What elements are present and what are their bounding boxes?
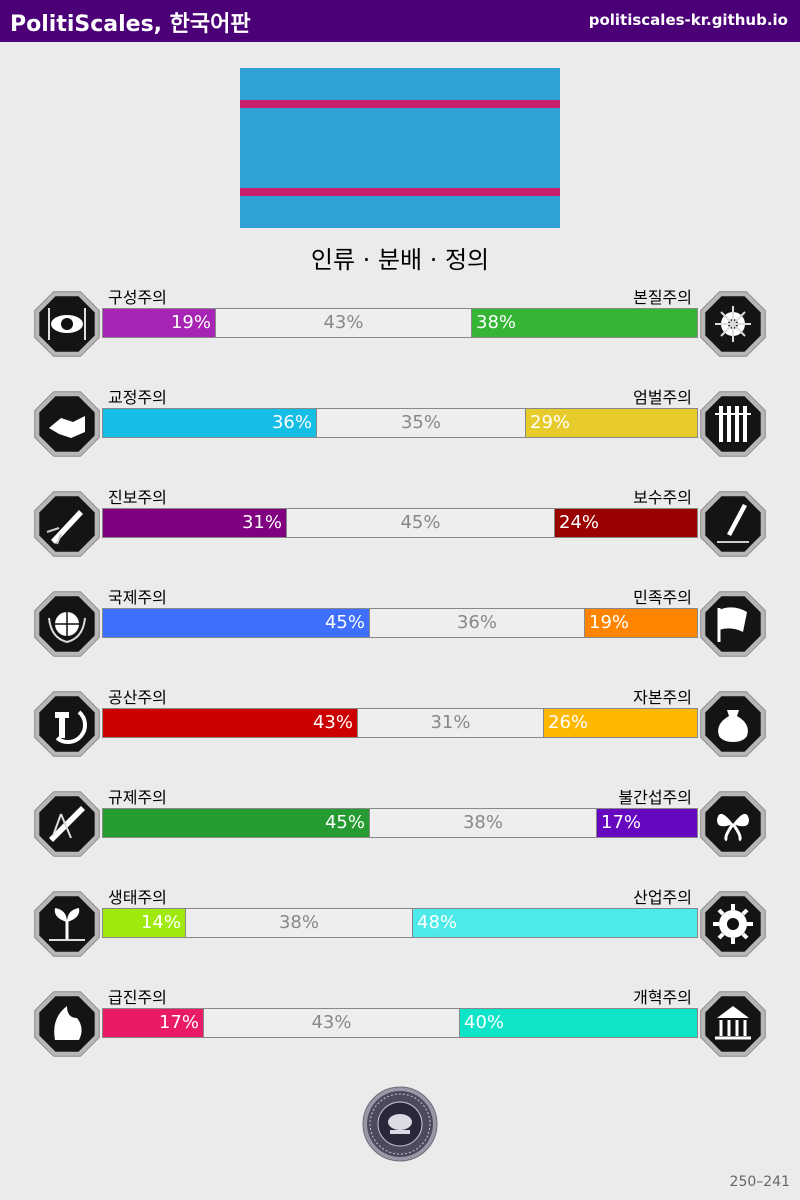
axis-row: 진보주의 보수주의 31% 45% 24% bbox=[0, 488, 800, 568]
axis-left-label: 규제주의 bbox=[108, 788, 167, 807]
axis-right-label: 불간섭주의 bbox=[618, 788, 692, 807]
axis-left-segment: 31% bbox=[103, 509, 287, 537]
axis-left-segment: 19% bbox=[103, 309, 216, 337]
axis-left-label: 생태주의 bbox=[108, 888, 167, 907]
axis-right-segment: 40% bbox=[459, 1009, 697, 1037]
axis-bar: 17% 43% 40% bbox=[102, 1008, 698, 1038]
axis-right-segment: 29% bbox=[525, 409, 697, 437]
money-bag-icon bbox=[700, 691, 766, 757]
result-code: 250–241 bbox=[729, 1174, 790, 1190]
axis-middle-segment: 36% bbox=[456, 612, 497, 633]
ideology-title: 인류 · 분배 · 정의 bbox=[310, 246, 490, 274]
axis-right-label: 자본주의 bbox=[633, 688, 692, 707]
axis-right-label: 민족주의 bbox=[633, 588, 692, 607]
axis-left-label: 공산주의 bbox=[108, 688, 167, 707]
axis-middle-segment: 31% bbox=[430, 712, 471, 733]
butterflies-icon bbox=[700, 791, 766, 857]
axis-right-segment: 38% bbox=[471, 309, 697, 337]
sprout-icon bbox=[34, 891, 100, 957]
gear-icon bbox=[700, 891, 766, 957]
axis-right-segment: 24% bbox=[554, 509, 697, 537]
axis-left-label: 급진주의 bbox=[108, 988, 167, 1007]
axis-bar: 43% 31% 26% bbox=[102, 708, 698, 738]
quill-pen-icon bbox=[700, 491, 766, 557]
axis-bar: 14% 38% 48% bbox=[102, 908, 698, 938]
axis-left-segment: 14% bbox=[103, 909, 186, 937]
axis-row: 공산주의 자본주의 43% 31% 26% bbox=[0, 688, 800, 768]
axis-right-segment: 48% bbox=[412, 909, 697, 937]
hammer-sickle-icon bbox=[34, 691, 100, 757]
app-header: PolitiScales, 한국어판 politiscales-kr.githu… bbox=[0, 0, 800, 42]
axis-right-label: 본질주의 bbox=[633, 288, 692, 307]
axis-left-segment: 45% bbox=[103, 809, 370, 837]
axis-row: 규제주의 불간섭주의 45% 38% 17% bbox=[0, 788, 800, 868]
axis-right-segment: 17% bbox=[596, 809, 697, 837]
eye-icon bbox=[34, 291, 100, 357]
axis-right-label: 개혁주의 bbox=[633, 988, 692, 1007]
axis-bar: 45% 38% 17% bbox=[102, 808, 698, 838]
axis-bar: 36% 35% 29% bbox=[102, 408, 698, 438]
handshake-icon bbox=[34, 391, 100, 457]
axis-bar: 45% 36% 19% bbox=[102, 608, 698, 638]
app-title: PolitiScales, 한국어판 bbox=[10, 12, 251, 37]
axis-left-segment: 43% bbox=[103, 709, 358, 737]
axis-row: 구성주의 본질주의 19% 43% 38% bbox=[0, 288, 800, 368]
axis-right-label: 산업주의 bbox=[633, 888, 692, 907]
axis-middle-segment: 38% bbox=[278, 912, 319, 933]
axis-middle-segment: 45% bbox=[400, 512, 441, 533]
axis-bar: 31% 45% 24% bbox=[102, 508, 698, 538]
axis-middle-segment: 43% bbox=[311, 1012, 352, 1033]
dna-flower-icon bbox=[700, 291, 766, 357]
axis-middle-segment: 35% bbox=[400, 412, 441, 433]
ideology-flag bbox=[240, 68, 560, 228]
flag-stripe-top bbox=[240, 100, 560, 108]
axis-left-label: 국제주의 bbox=[108, 588, 167, 607]
axis-right-label: 엄벌주의 bbox=[633, 388, 692, 407]
axis-right-label: 보수주의 bbox=[633, 488, 692, 507]
axis-left-label: 구성주의 bbox=[108, 288, 167, 307]
seal-icon bbox=[362, 1086, 438, 1162]
axis-row: 생태주의 산업주의 14% 38% 48% bbox=[0, 888, 800, 968]
axis-left-label: 진보주의 bbox=[108, 488, 167, 507]
globe-laurel-icon bbox=[34, 591, 100, 657]
axis-row: 급진주의 개혁주의 17% 43% 40% bbox=[0, 988, 800, 1068]
flag-icon bbox=[700, 591, 766, 657]
axis-left-segment: 36% bbox=[103, 409, 317, 437]
fist-flame-icon bbox=[34, 991, 100, 1057]
axis-bar: 19% 43% 38% bbox=[102, 308, 698, 338]
axis-right-segment: 19% bbox=[584, 609, 697, 637]
ruler-compass-icon bbox=[34, 791, 100, 857]
axis-row: 국제주의 민족주의 45% 36% 19% bbox=[0, 588, 800, 668]
axis-left-label: 교정주의 bbox=[108, 388, 167, 407]
rocket-icon bbox=[34, 491, 100, 557]
parliament-icon bbox=[700, 991, 766, 1057]
axis-middle-segment: 38% bbox=[462, 812, 503, 833]
prison-bars-icon bbox=[700, 391, 766, 457]
flag-stripe-bottom bbox=[240, 188, 560, 196]
axis-left-segment: 45% bbox=[103, 609, 370, 637]
axis-row: 교정주의 엄벌주의 36% 35% 29% bbox=[0, 388, 800, 468]
axis-right-segment: 26% bbox=[543, 709, 697, 737]
axis-left-segment: 17% bbox=[103, 1009, 204, 1037]
axis-middle-segment: 43% bbox=[323, 312, 364, 333]
site-url[interactable]: politiscales-kr.github.io bbox=[588, 11, 788, 29]
